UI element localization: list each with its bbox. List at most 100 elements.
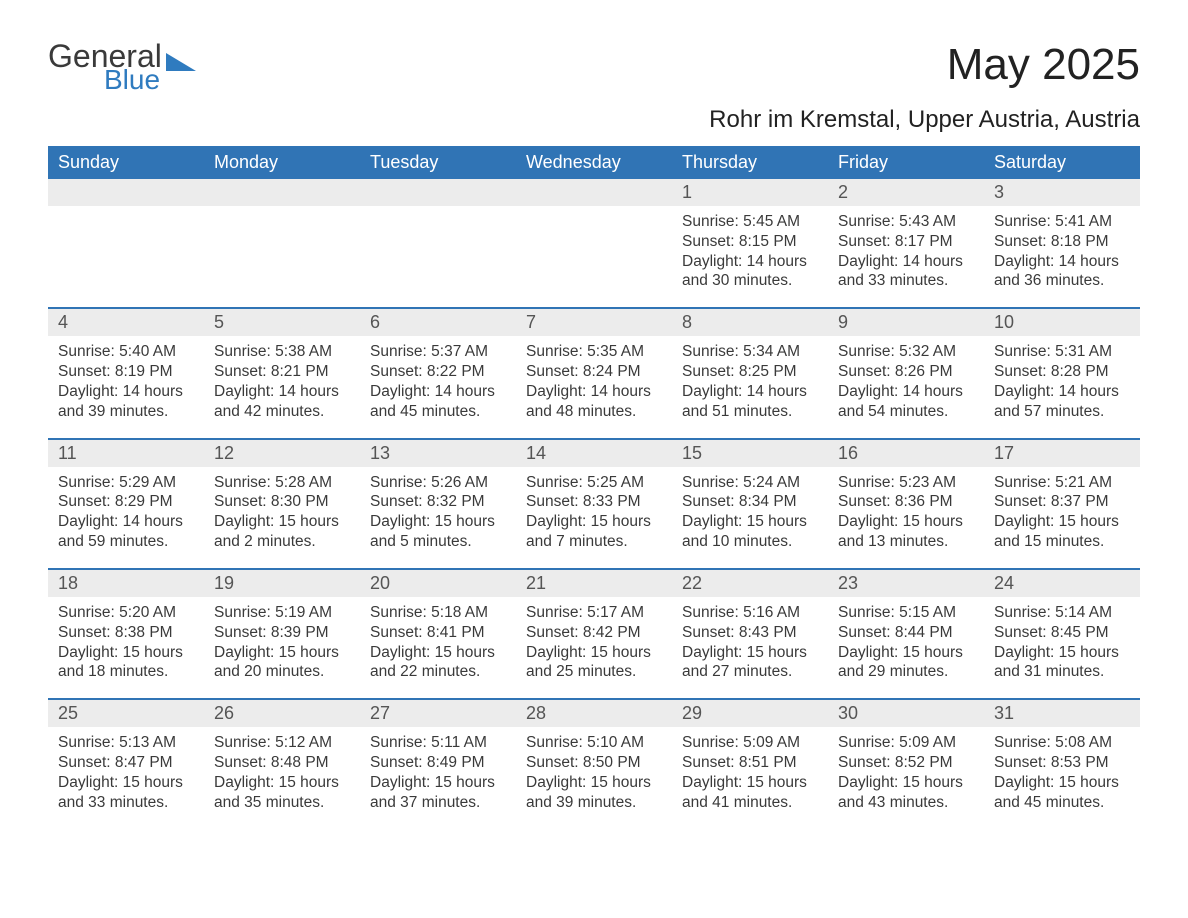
day-cell: Sunrise: 5:10 AMSunset: 8:50 PMDaylight:…: [516, 727, 672, 828]
sunrise-text: Sunrise: 5:25 AM: [526, 473, 662, 493]
weekday-tuesday: Tuesday: [360, 146, 516, 179]
sunset-text: Sunset: 8:44 PM: [838, 623, 974, 643]
daylight-text: Daylight: 15 hours and 5 minutes.: [370, 512, 506, 552]
day-cell: Sunrise: 5:41 AMSunset: 8:18 PMDaylight:…: [984, 206, 1140, 307]
sunset-text: Sunset: 8:21 PM: [214, 362, 350, 382]
logo-text-blue: Blue: [104, 66, 254, 94]
daynum-band: 123: [48, 179, 1140, 206]
daylight-text: Daylight: 15 hours and 39 minutes.: [526, 773, 662, 813]
calendar: SundayMondayTuesdayWednesdayThursdayFrid…: [48, 146, 1140, 829]
day-cell: Sunrise: 5:19 AMSunset: 8:39 PMDaylight:…: [204, 597, 360, 698]
daylight-text: Daylight: 15 hours and 27 minutes.: [682, 643, 818, 683]
day-cell: Sunrise: 5:28 AMSunset: 8:30 PMDaylight:…: [204, 467, 360, 568]
sunrise-text: Sunrise: 5:11 AM: [370, 733, 506, 753]
day-cell: Sunrise: 5:09 AMSunset: 8:52 PMDaylight:…: [828, 727, 984, 828]
sunset-text: Sunset: 8:25 PM: [682, 362, 818, 382]
sunset-text: Sunset: 8:41 PM: [370, 623, 506, 643]
sunset-text: Sunset: 8:17 PM: [838, 232, 974, 252]
sunset-text: Sunset: 8:53 PM: [994, 753, 1130, 773]
calendar-weeks: 123Sunrise: 5:45 AMSunset: 8:15 PMDaylig…: [48, 179, 1140, 829]
day-number: 31: [984, 700, 1140, 727]
day-cell: Sunrise: 5:08 AMSunset: 8:53 PMDaylight:…: [984, 727, 1140, 828]
sunset-text: Sunset: 8:30 PM: [214, 492, 350, 512]
day-number: 9: [828, 309, 984, 336]
sunrise-text: Sunrise: 5:18 AM: [370, 603, 506, 623]
daylight-text: Daylight: 15 hours and 15 minutes.: [994, 512, 1130, 552]
day-number: 26: [204, 700, 360, 727]
sunrise-text: Sunrise: 5:19 AM: [214, 603, 350, 623]
daynum-band: 18192021222324: [48, 570, 1140, 597]
weekday-friday: Friday: [828, 146, 984, 179]
daylight-text: Daylight: 15 hours and 13 minutes.: [838, 512, 974, 552]
week-row: 25262728293031Sunrise: 5:13 AMSunset: 8:…: [48, 698, 1140, 828]
day-number: 24: [984, 570, 1140, 597]
daylight-text: Daylight: 14 hours and 33 minutes.: [838, 252, 974, 292]
day-number: 22: [672, 570, 828, 597]
day-cell: Sunrise: 5:09 AMSunset: 8:51 PMDaylight:…: [672, 727, 828, 828]
day-number: 7: [516, 309, 672, 336]
day-cell: Sunrise: 5:34 AMSunset: 8:25 PMDaylight:…: [672, 336, 828, 437]
day-cell: Sunrise: 5:23 AMSunset: 8:36 PMDaylight:…: [828, 467, 984, 568]
sunset-text: Sunset: 8:24 PM: [526, 362, 662, 382]
sunrise-text: Sunrise: 5:21 AM: [994, 473, 1130, 493]
daylight-text: Daylight: 15 hours and 18 minutes.: [58, 643, 194, 683]
day-number: 1: [672, 179, 828, 206]
day-cell: Sunrise: 5:17 AMSunset: 8:42 PMDaylight:…: [516, 597, 672, 698]
day-number: 8: [672, 309, 828, 336]
sunset-text: Sunset: 8:19 PM: [58, 362, 194, 382]
sunrise-text: Sunrise: 5:34 AM: [682, 342, 818, 362]
daylight-text: Daylight: 14 hours and 59 minutes.: [58, 512, 194, 552]
sunrise-text: Sunrise: 5:32 AM: [838, 342, 974, 362]
day-number: [48, 179, 204, 206]
day-cell-empty: [360, 206, 516, 307]
sunset-text: Sunset: 8:34 PM: [682, 492, 818, 512]
day-cell: Sunrise: 5:21 AMSunset: 8:37 PMDaylight:…: [984, 467, 1140, 568]
day-cell: Sunrise: 5:37 AMSunset: 8:22 PMDaylight:…: [360, 336, 516, 437]
daylight-text: Daylight: 14 hours and 48 minutes.: [526, 382, 662, 422]
day-cell: Sunrise: 5:35 AMSunset: 8:24 PMDaylight:…: [516, 336, 672, 437]
sunset-text: Sunset: 8:45 PM: [994, 623, 1130, 643]
sunset-text: Sunset: 8:32 PM: [370, 492, 506, 512]
sunset-text: Sunset: 8:15 PM: [682, 232, 818, 252]
day-number: 23: [828, 570, 984, 597]
sunrise-text: Sunrise: 5:26 AM: [370, 473, 506, 493]
day-cell: Sunrise: 5:43 AMSunset: 8:17 PMDaylight:…: [828, 206, 984, 307]
sunrise-text: Sunrise: 5:13 AM: [58, 733, 194, 753]
sunset-text: Sunset: 8:43 PM: [682, 623, 818, 643]
weekday-monday: Monday: [204, 146, 360, 179]
day-number: 10: [984, 309, 1140, 336]
sunset-text: Sunset: 8:42 PM: [526, 623, 662, 643]
day-number: 19: [204, 570, 360, 597]
sunset-text: Sunset: 8:33 PM: [526, 492, 662, 512]
day-cell: Sunrise: 5:29 AMSunset: 8:29 PMDaylight:…: [48, 467, 204, 568]
day-cell: Sunrise: 5:31 AMSunset: 8:28 PMDaylight:…: [984, 336, 1140, 437]
sunset-text: Sunset: 8:26 PM: [838, 362, 974, 382]
day-cell: Sunrise: 5:12 AMSunset: 8:48 PMDaylight:…: [204, 727, 360, 828]
sunset-text: Sunset: 8:52 PM: [838, 753, 974, 773]
daynum-band: 25262728293031: [48, 700, 1140, 727]
day-number: 3: [984, 179, 1140, 206]
daylight-text: Daylight: 15 hours and 41 minutes.: [682, 773, 818, 813]
week-row: 45678910Sunrise: 5:40 AMSunset: 8:19 PMD…: [48, 307, 1140, 437]
day-cell-empty: [204, 206, 360, 307]
weekday-thursday: Thursday: [672, 146, 828, 179]
day-cell: Sunrise: 5:40 AMSunset: 8:19 PMDaylight:…: [48, 336, 204, 437]
day-number: 4: [48, 309, 204, 336]
daylight-text: Daylight: 15 hours and 31 minutes.: [994, 643, 1130, 683]
daylight-text: Daylight: 15 hours and 35 minutes.: [214, 773, 350, 813]
sunset-text: Sunset: 8:49 PM: [370, 753, 506, 773]
daylight-text: Daylight: 15 hours and 2 minutes.: [214, 512, 350, 552]
daylight-text: Daylight: 14 hours and 30 minutes.: [682, 252, 818, 292]
sunset-text: Sunset: 8:18 PM: [994, 232, 1130, 252]
day-cell: Sunrise: 5:13 AMSunset: 8:47 PMDaylight:…: [48, 727, 204, 828]
day-cell: Sunrise: 5:16 AMSunset: 8:43 PMDaylight:…: [672, 597, 828, 698]
sunrise-text: Sunrise: 5:09 AM: [682, 733, 818, 753]
day-number: 21: [516, 570, 672, 597]
day-number: 30: [828, 700, 984, 727]
week-row: 123Sunrise: 5:45 AMSunset: 8:15 PMDaylig…: [48, 179, 1140, 307]
sunrise-text: Sunrise: 5:23 AM: [838, 473, 974, 493]
day-number: [204, 179, 360, 206]
daylight-text: Daylight: 15 hours and 43 minutes.: [838, 773, 974, 813]
daylight-text: Daylight: 15 hours and 10 minutes.: [682, 512, 818, 552]
sunrise-text: Sunrise: 5:17 AM: [526, 603, 662, 623]
